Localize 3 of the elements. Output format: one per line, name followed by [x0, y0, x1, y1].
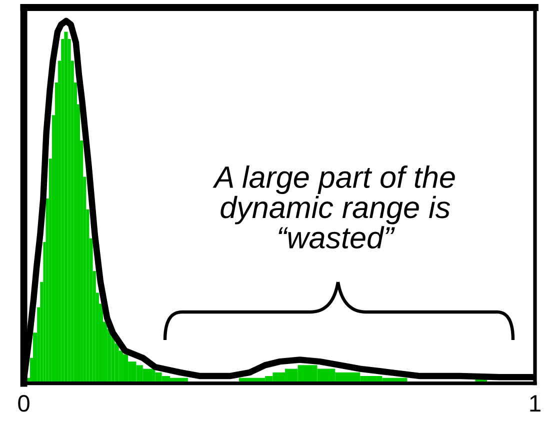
annotation: A large part of the dynamic range is “wasted”	[212, 166, 455, 249]
x-tick-label: 0	[18, 395, 30, 412]
x-tick-label: 1	[530, 395, 540, 412]
